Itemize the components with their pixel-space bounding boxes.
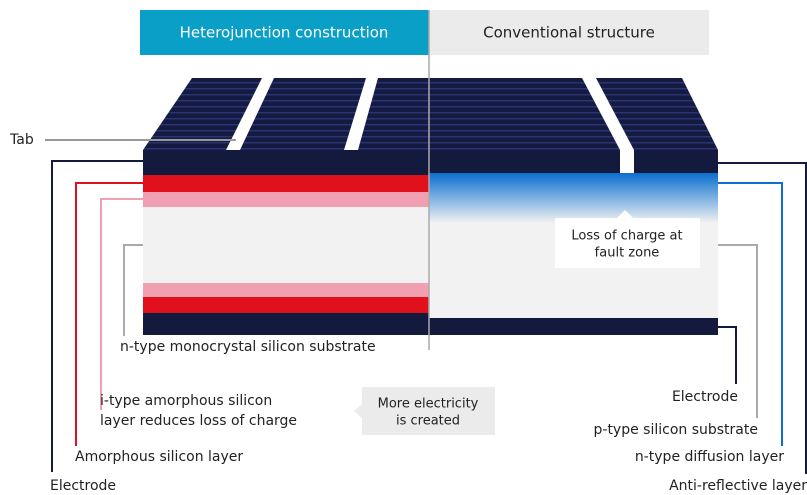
layer xyxy=(143,283,429,297)
layer xyxy=(429,318,718,335)
layer xyxy=(143,207,429,283)
leader xyxy=(100,198,143,410)
tab-right-label: Conventional structure xyxy=(483,24,655,42)
callout-text: More electricity xyxy=(378,397,479,412)
tab-right xyxy=(429,10,709,55)
tab-line xyxy=(582,78,634,150)
label: p-type silicon substrate xyxy=(594,422,759,438)
label: Electrode xyxy=(672,389,738,405)
layer xyxy=(143,297,429,313)
leader xyxy=(718,162,807,474)
callout-text: is created xyxy=(396,414,460,429)
leader xyxy=(718,326,737,384)
cell-top xyxy=(143,78,718,150)
label: n-type monocrystal silicon substrate xyxy=(120,339,376,355)
label: i-type amorphous silicon xyxy=(100,393,272,409)
layer xyxy=(143,175,429,192)
leader xyxy=(718,182,783,446)
tab-left-label: Heterojunction construction xyxy=(180,24,389,42)
layer xyxy=(429,150,718,173)
layer xyxy=(143,150,429,175)
label: Amorphous silicon layer xyxy=(75,449,243,465)
callout xyxy=(354,387,495,435)
tab-left xyxy=(140,10,429,55)
callout-text: fault zone xyxy=(595,246,660,261)
layer xyxy=(143,313,429,335)
leader xyxy=(718,244,758,418)
tab-notch xyxy=(620,150,634,173)
label: Anti-reflective layer xyxy=(669,478,807,494)
callout xyxy=(555,210,700,268)
leader xyxy=(123,244,143,336)
label: n-type diffusion layer xyxy=(635,449,784,465)
tab-line xyxy=(226,78,274,150)
tab-line xyxy=(344,78,378,150)
layer xyxy=(143,192,429,207)
label: Electrode xyxy=(50,478,116,494)
callout-text: Loss of charge at xyxy=(571,229,682,244)
leader xyxy=(51,160,143,472)
layer xyxy=(429,173,718,223)
label: layer reduces loss of charge xyxy=(100,413,297,429)
label: Tab xyxy=(9,132,34,148)
leader xyxy=(75,182,143,446)
